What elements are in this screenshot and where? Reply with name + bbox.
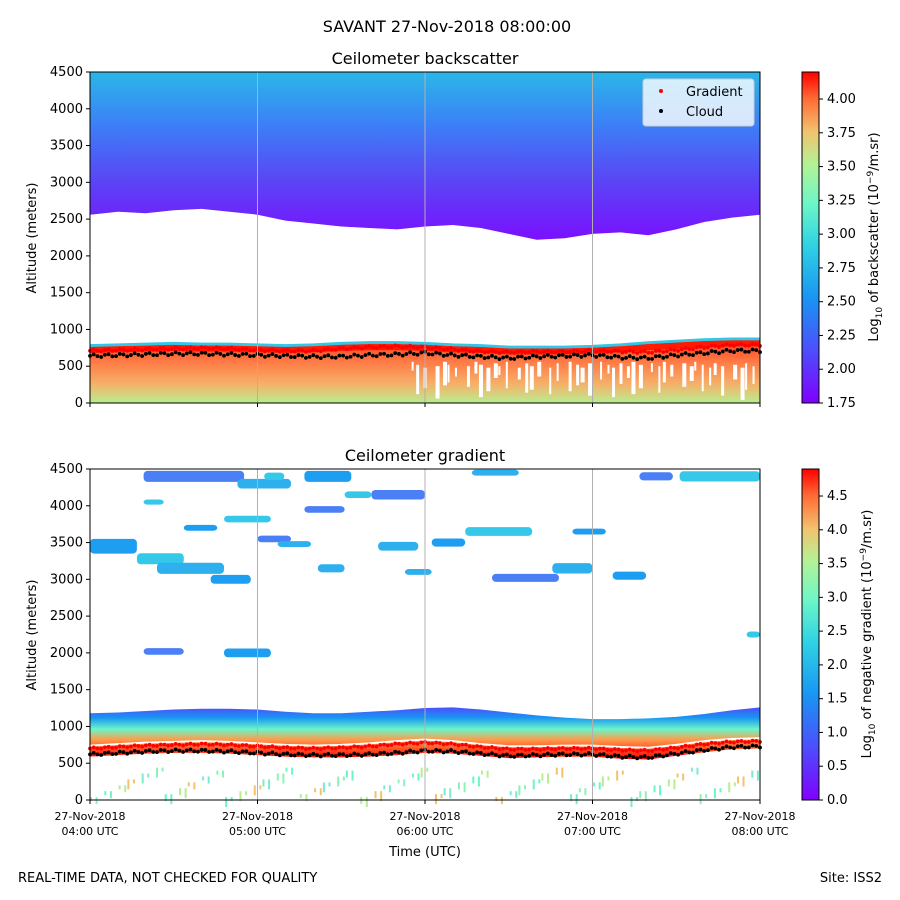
- colorbar-tick-label: 4.5: [827, 489, 848, 504]
- y-tick-label: 500: [58, 359, 83, 374]
- backscatter-ylabel: Altitude (meters): [25, 183, 40, 294]
- colorbar-tick-label: 0.0: [827, 793, 848, 808]
- y-tick-label: 4000: [50, 499, 83, 514]
- colorbar-tick-label: 3.00: [827, 227, 856, 242]
- x-tick-time: 05:00 UTC: [229, 825, 286, 838]
- x-tick-time: 08:00 UTC: [731, 825, 788, 838]
- colorbar-tick-label: 2.25: [827, 328, 856, 343]
- colorbar-tick-label: 2.0: [827, 658, 848, 673]
- colorbar-tick-label: 0.5: [827, 759, 848, 774]
- y-tick-label: 3000: [50, 572, 83, 587]
- gradient-markers: [88, 342, 762, 356]
- x-tick-time: 04:00 UTC: [61, 825, 118, 838]
- legend-marker-gradient: [659, 89, 663, 93]
- colorbar-tick-label: 4.00: [827, 92, 856, 107]
- x-tick-date: 27-Nov-2018: [557, 810, 628, 823]
- y-tick-label: 3500: [50, 536, 83, 551]
- x-tick-date: 27-Nov-2018: [724, 810, 795, 823]
- y-tick-label: 1500: [50, 683, 83, 698]
- footer-quality-note: REAL-TIME DATA, NOT CHECKED FOR QUALITY: [18, 871, 317, 886]
- colorbar-tick-label: 4.0: [827, 523, 848, 538]
- colorbar-tick-label: 2.00: [827, 362, 856, 377]
- colorbar-tick-label: 3.75: [827, 126, 856, 141]
- gradient-colorbar-label: Log10 of negative gradient (10−9/m.sr): [859, 510, 878, 759]
- y-tick-label: 3000: [50, 175, 83, 190]
- footer-site: Site: ISS2: [820, 871, 882, 886]
- legend-label-cloud: Cloud: [686, 105, 723, 120]
- legend-marker-cloud: [659, 109, 663, 113]
- legend-label-gradient: Gradient: [686, 85, 743, 100]
- colorbar-tick-label: 1.0: [827, 725, 848, 740]
- x-tick-time: 07:00 UTC: [564, 825, 621, 838]
- y-tick-label: 0: [75, 793, 83, 808]
- y-tick-label: 2000: [50, 646, 83, 661]
- gradient-panel: 0 500 1000 1500 2000 2500 3000 3500 4000 4500 27-…: [25, 462, 878, 860]
- y-tick-label: 4000: [50, 102, 83, 117]
- legend: Gradient Cloud: [642, 78, 755, 127]
- backscatter-colorbar-label: Log10 of backscatter (10−9/m.sr): [866, 132, 885, 341]
- backscatter-panel: 0 500 1000 1500 2000 2500 3000 3500 4000 4500 Alt…: [25, 65, 885, 411]
- gradient-ylabel: Altitude (meters): [25, 580, 40, 691]
- gradient-markers-lower: [88, 738, 762, 754]
- y-tick-label: 1000: [50, 719, 83, 734]
- figure-title: SAVANT 27-Nov-2018 08:00:00: [323, 17, 571, 36]
- y-tick-label: 2500: [50, 609, 83, 624]
- x-tick-date: 27-Nov-2018: [389, 810, 460, 823]
- x-tick-time: 06:00 UTC: [396, 825, 453, 838]
- y-tick-label: 2500: [50, 212, 83, 227]
- colorbar-tick-label: 2.75: [827, 261, 856, 276]
- colorbar-tick-label: 3.50: [827, 160, 856, 175]
- y-tick-label: 1000: [50, 322, 83, 337]
- backscatter-title: Ceilometer backscatter: [332, 49, 519, 68]
- y-tick-label: 3500: [50, 139, 83, 154]
- backscatter-colorbar: [801, 71, 820, 404]
- colorbar-tick-label: 2.50: [827, 295, 856, 310]
- gradient-colorbar: [801, 468, 820, 801]
- colorbar-tick-label: 1.75: [827, 396, 856, 411]
- clear-air-gaps: [411, 361, 755, 401]
- colorbar-tick-label: 3.5: [827, 557, 848, 572]
- colorbar-tick-label: 1.5: [827, 692, 848, 707]
- x-axis-label: Time (UTC): [388, 845, 461, 860]
- colorbar-tick-label: 3.25: [827, 193, 856, 208]
- upper-gradient-patches: [90, 469, 760, 658]
- low-level-speckle: [90, 767, 759, 808]
- gradient-title: Ceilometer gradient: [345, 446, 505, 465]
- y-tick-label: 2000: [50, 249, 83, 264]
- x-tick-date: 27-Nov-2018: [54, 810, 125, 823]
- y-tick-label: 4500: [50, 65, 83, 80]
- colorbar-tick-label: 3.0: [827, 590, 848, 605]
- x-tick-date: 27-Nov-2018: [222, 810, 293, 823]
- y-tick-label: 4500: [50, 462, 83, 477]
- y-tick-label: 0: [75, 396, 83, 411]
- colorbar-tick-label: 2.5: [827, 624, 848, 639]
- y-tick-label: 500: [58, 756, 83, 771]
- y-tick-label: 1500: [50, 286, 83, 301]
- cloud-markers-lower: [88, 743, 762, 761]
- cloud-markers: [88, 347, 762, 362]
